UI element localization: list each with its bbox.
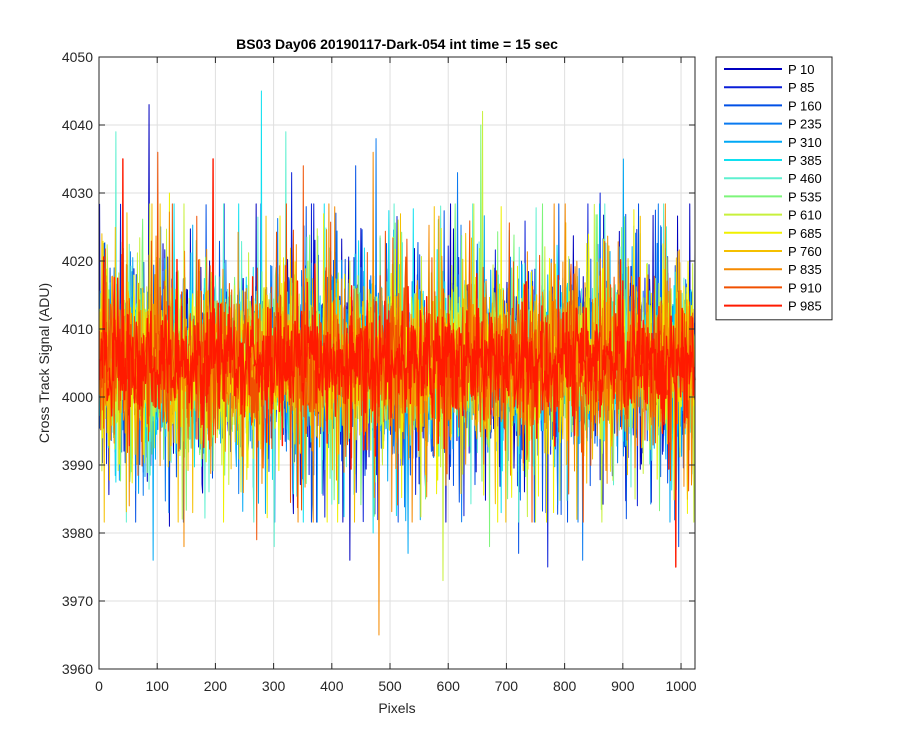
x-tick-label: 1000 [665, 678, 696, 694]
y-tick-label: 3990 [62, 457, 93, 473]
legend-label: P 535 [788, 189, 822, 204]
y-tick-label: 3980 [62, 525, 93, 541]
legend-label: P 760 [788, 244, 822, 259]
axis-ticks: 0 100 200 300 400 500 600 700 800 900 1000 3960 3970… [62, 49, 697, 694]
y-axis-label: Cross Track Signal (ADU) [36, 283, 52, 443]
legend-label: P 985 [788, 299, 822, 314]
y-tick-label: 4050 [62, 49, 93, 65]
x-tick-label: 400 [320, 678, 344, 694]
legend-label: P 910 [788, 280, 822, 295]
x-tick-label: 0 [95, 678, 103, 694]
y-tick-label: 4020 [62, 253, 93, 269]
legend-label: P 835 [788, 262, 822, 277]
y-tick-label: 4030 [62, 185, 93, 201]
x-tick-label: 200 [204, 678, 228, 694]
legend-label: P 85 [788, 80, 815, 95]
y-tick-label: 3970 [62, 593, 93, 609]
legend-label: P 10 [788, 62, 815, 77]
x-tick-label: 300 [262, 678, 286, 694]
legend: P 10 P 85 P 160 P 235 P 310 P 385 P 460 P 535 P … [715, 56, 833, 321]
legend-label: P 385 [788, 153, 822, 168]
x-tick-label: 800 [553, 678, 577, 694]
legend-box [715, 56, 833, 321]
legend-label: P 685 [788, 226, 822, 241]
y-tick-label: 4040 [62, 117, 93, 133]
x-tick-label: 700 [495, 678, 519, 694]
x-tick-label: 100 [146, 678, 170, 694]
chart-title: BS03 Day06 20190117-Dark-054 int time = … [236, 36, 558, 52]
legend-label: P 460 [788, 171, 822, 186]
legend-label: P 235 [788, 117, 822, 132]
y-tick-label: 4000 [62, 389, 93, 405]
plot-frame [98, 56, 696, 670]
x-axis-label: Pixels [378, 700, 415, 716]
legend-label: P 610 [788, 208, 822, 223]
y-tick-label: 3960 [62, 661, 93, 677]
legend-label: P 160 [788, 98, 822, 113]
x-tick-label: 900 [611, 678, 635, 694]
plot-lines [98, 90, 696, 636]
x-tick-label: 600 [437, 678, 461, 694]
y-tick-label: 4010 [62, 321, 93, 337]
x-tick-label: 500 [378, 678, 402, 694]
legend-label: P 310 [788, 135, 822, 150]
series-line-p-985 [98, 158, 696, 568]
